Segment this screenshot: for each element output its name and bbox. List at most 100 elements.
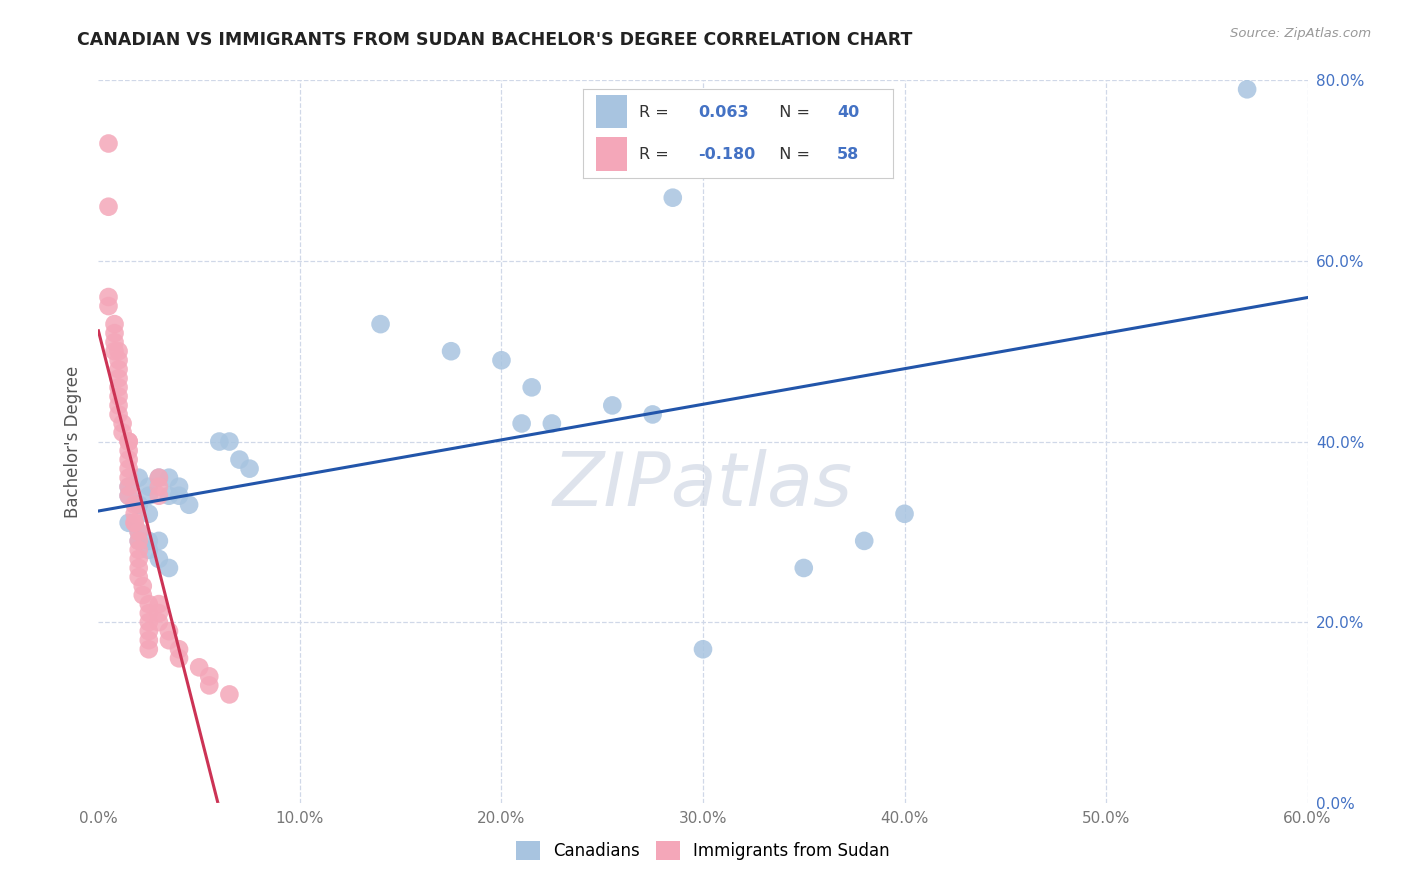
Point <box>540 417 562 431</box>
Text: N =: N = <box>769 147 815 161</box>
Point <box>440 344 463 359</box>
Point <box>103 344 125 359</box>
Point <box>128 498 150 512</box>
Text: R =: R = <box>640 105 673 120</box>
Point <box>124 498 146 512</box>
Point <box>128 552 150 566</box>
Point <box>148 471 170 485</box>
Point <box>132 579 155 593</box>
Point <box>107 380 129 394</box>
Point <box>118 452 141 467</box>
Point <box>107 389 129 403</box>
Point <box>107 344 129 359</box>
Point <box>132 588 155 602</box>
Point <box>97 136 120 151</box>
Point <box>179 498 201 512</box>
Point <box>118 434 141 449</box>
Point <box>128 524 150 539</box>
Point <box>198 678 221 692</box>
Point <box>118 480 141 494</box>
Point <box>148 615 170 630</box>
Point <box>148 471 170 485</box>
Point <box>124 516 146 530</box>
Point <box>138 507 160 521</box>
Text: 58: 58 <box>837 147 859 161</box>
Point <box>128 498 150 512</box>
Point <box>97 290 120 304</box>
Point <box>118 434 141 449</box>
Point <box>167 642 190 657</box>
Point <box>118 489 141 503</box>
Point <box>118 489 141 503</box>
Y-axis label: Bachelor's Degree: Bachelor's Degree <box>65 366 83 517</box>
Point <box>128 533 150 548</box>
Point <box>148 552 170 566</box>
Point <box>167 480 190 494</box>
Point <box>148 489 170 503</box>
Point <box>157 561 180 575</box>
Point <box>118 471 141 485</box>
Point <box>124 516 146 530</box>
Point <box>148 533 170 548</box>
Text: 0.063: 0.063 <box>697 105 748 120</box>
Point <box>641 408 664 422</box>
Point <box>107 353 129 368</box>
Point <box>157 624 180 639</box>
Point <box>124 507 146 521</box>
Point <box>218 434 240 449</box>
Point <box>520 380 543 394</box>
Bar <box>596 95 627 128</box>
Point <box>157 471 180 485</box>
Point <box>228 452 250 467</box>
Point <box>111 417 134 431</box>
Text: -0.180: -0.180 <box>697 147 755 161</box>
Point <box>118 480 141 494</box>
Point <box>103 335 125 350</box>
Point <box>1236 82 1258 96</box>
Point <box>208 434 231 449</box>
Point <box>138 633 160 648</box>
Text: Source: ZipAtlas.com: Source: ZipAtlas.com <box>1230 27 1371 40</box>
Point <box>602 398 624 412</box>
Point <box>107 371 129 385</box>
Point <box>148 480 170 494</box>
Point <box>198 669 221 683</box>
Point <box>97 299 120 313</box>
Point <box>491 353 513 368</box>
Point <box>128 471 150 485</box>
Point <box>138 606 160 620</box>
Point <box>138 542 160 557</box>
Point <box>157 633 180 648</box>
Point <box>128 524 150 539</box>
Text: 40: 40 <box>837 105 859 120</box>
Point <box>370 317 392 331</box>
Text: ZIPatlas: ZIPatlas <box>553 449 853 521</box>
Point <box>118 516 141 530</box>
Point <box>107 408 129 422</box>
Point <box>107 362 129 376</box>
Point <box>510 417 533 431</box>
Point <box>157 489 180 503</box>
Point <box>103 326 125 340</box>
Point <box>138 480 160 494</box>
Point <box>138 624 160 639</box>
Point <box>793 561 815 575</box>
Point <box>128 533 150 548</box>
Point <box>138 615 160 630</box>
Bar <box>596 137 627 171</box>
Point <box>103 317 125 331</box>
Point <box>218 687 240 701</box>
Point <box>97 200 120 214</box>
Text: N =: N = <box>769 105 815 120</box>
Point <box>167 489 190 503</box>
Point <box>128 561 150 575</box>
Point <box>138 642 160 657</box>
Point <box>138 489 160 503</box>
Point <box>692 642 714 657</box>
Point <box>128 542 150 557</box>
Point <box>661 191 683 205</box>
Point <box>893 507 915 521</box>
Point <box>107 398 129 412</box>
Point <box>239 461 262 475</box>
Point <box>188 660 211 674</box>
